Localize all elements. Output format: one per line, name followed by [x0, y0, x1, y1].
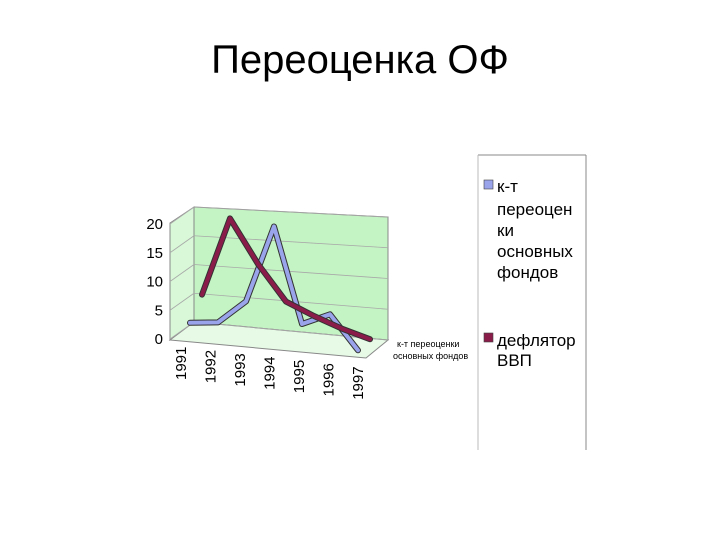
legend-series-2-line: ВВП: [497, 351, 532, 370]
x-tick-label: 1993: [232, 353, 249, 386]
gridline-side: [169, 292, 195, 311]
x-tick-label: 1995: [291, 360, 308, 393]
y-tick-label: 0: [155, 331, 163, 348]
gridline: [193, 206, 389, 218]
y-tick-label: 20: [146, 216, 163, 233]
x-tick-label: 1997: [350, 366, 367, 399]
x-tick-label: 1996: [321, 363, 338, 396]
series-line: [188, 224, 360, 353]
series-annotation-line-2: основных фондов: [393, 351, 468, 361]
y-tick-label: 15: [146, 245, 163, 262]
legend-swatch-series-1: [483, 179, 494, 190]
gridline: [193, 235, 389, 249]
page-title: Переоценка ОФ: [211, 38, 509, 82]
x-tick-label: 1994: [262, 357, 279, 390]
legend-swatch-series-2: [483, 332, 494, 343]
x-tick-label: 1992: [203, 350, 220, 383]
legend-series-1-line: фондов: [497, 263, 558, 282]
series-lines: [187, 215, 373, 354]
series-line: [200, 216, 372, 342]
legend-entry-series-1: к-т переоцен ки основных фондов: [497, 177, 578, 282]
y-axis-ticks: 20 15 10 5 0: [146, 216, 163, 348]
legend-series-1-line: ки: [497, 221, 514, 240]
gridline-side: [169, 264, 195, 282]
y-tick-label: 5: [155, 302, 163, 319]
legend-series-1-line: основных: [497, 242, 573, 261]
legend-series-1-line: переоцен: [497, 200, 572, 219]
x-axis-ticks: 1991 1992 1993 1994 1995 1996 1997: [173, 347, 367, 400]
x-tick-label: 1991: [173, 347, 190, 380]
gridlines: [169, 206, 389, 341]
legend-series-2-line: дефлятор: [497, 331, 576, 350]
legend-entry-series-2: дефлятор ВВП: [497, 331, 580, 370]
gridline-side: [169, 235, 195, 254]
legend-series-1-line: к-т: [497, 177, 518, 196]
gridline: [193, 264, 389, 279]
gridline-side: [169, 206, 195, 225]
y-tick-label: 10: [146, 274, 163, 291]
series-annotation-line-1: к-т переоценки: [397, 339, 459, 349]
